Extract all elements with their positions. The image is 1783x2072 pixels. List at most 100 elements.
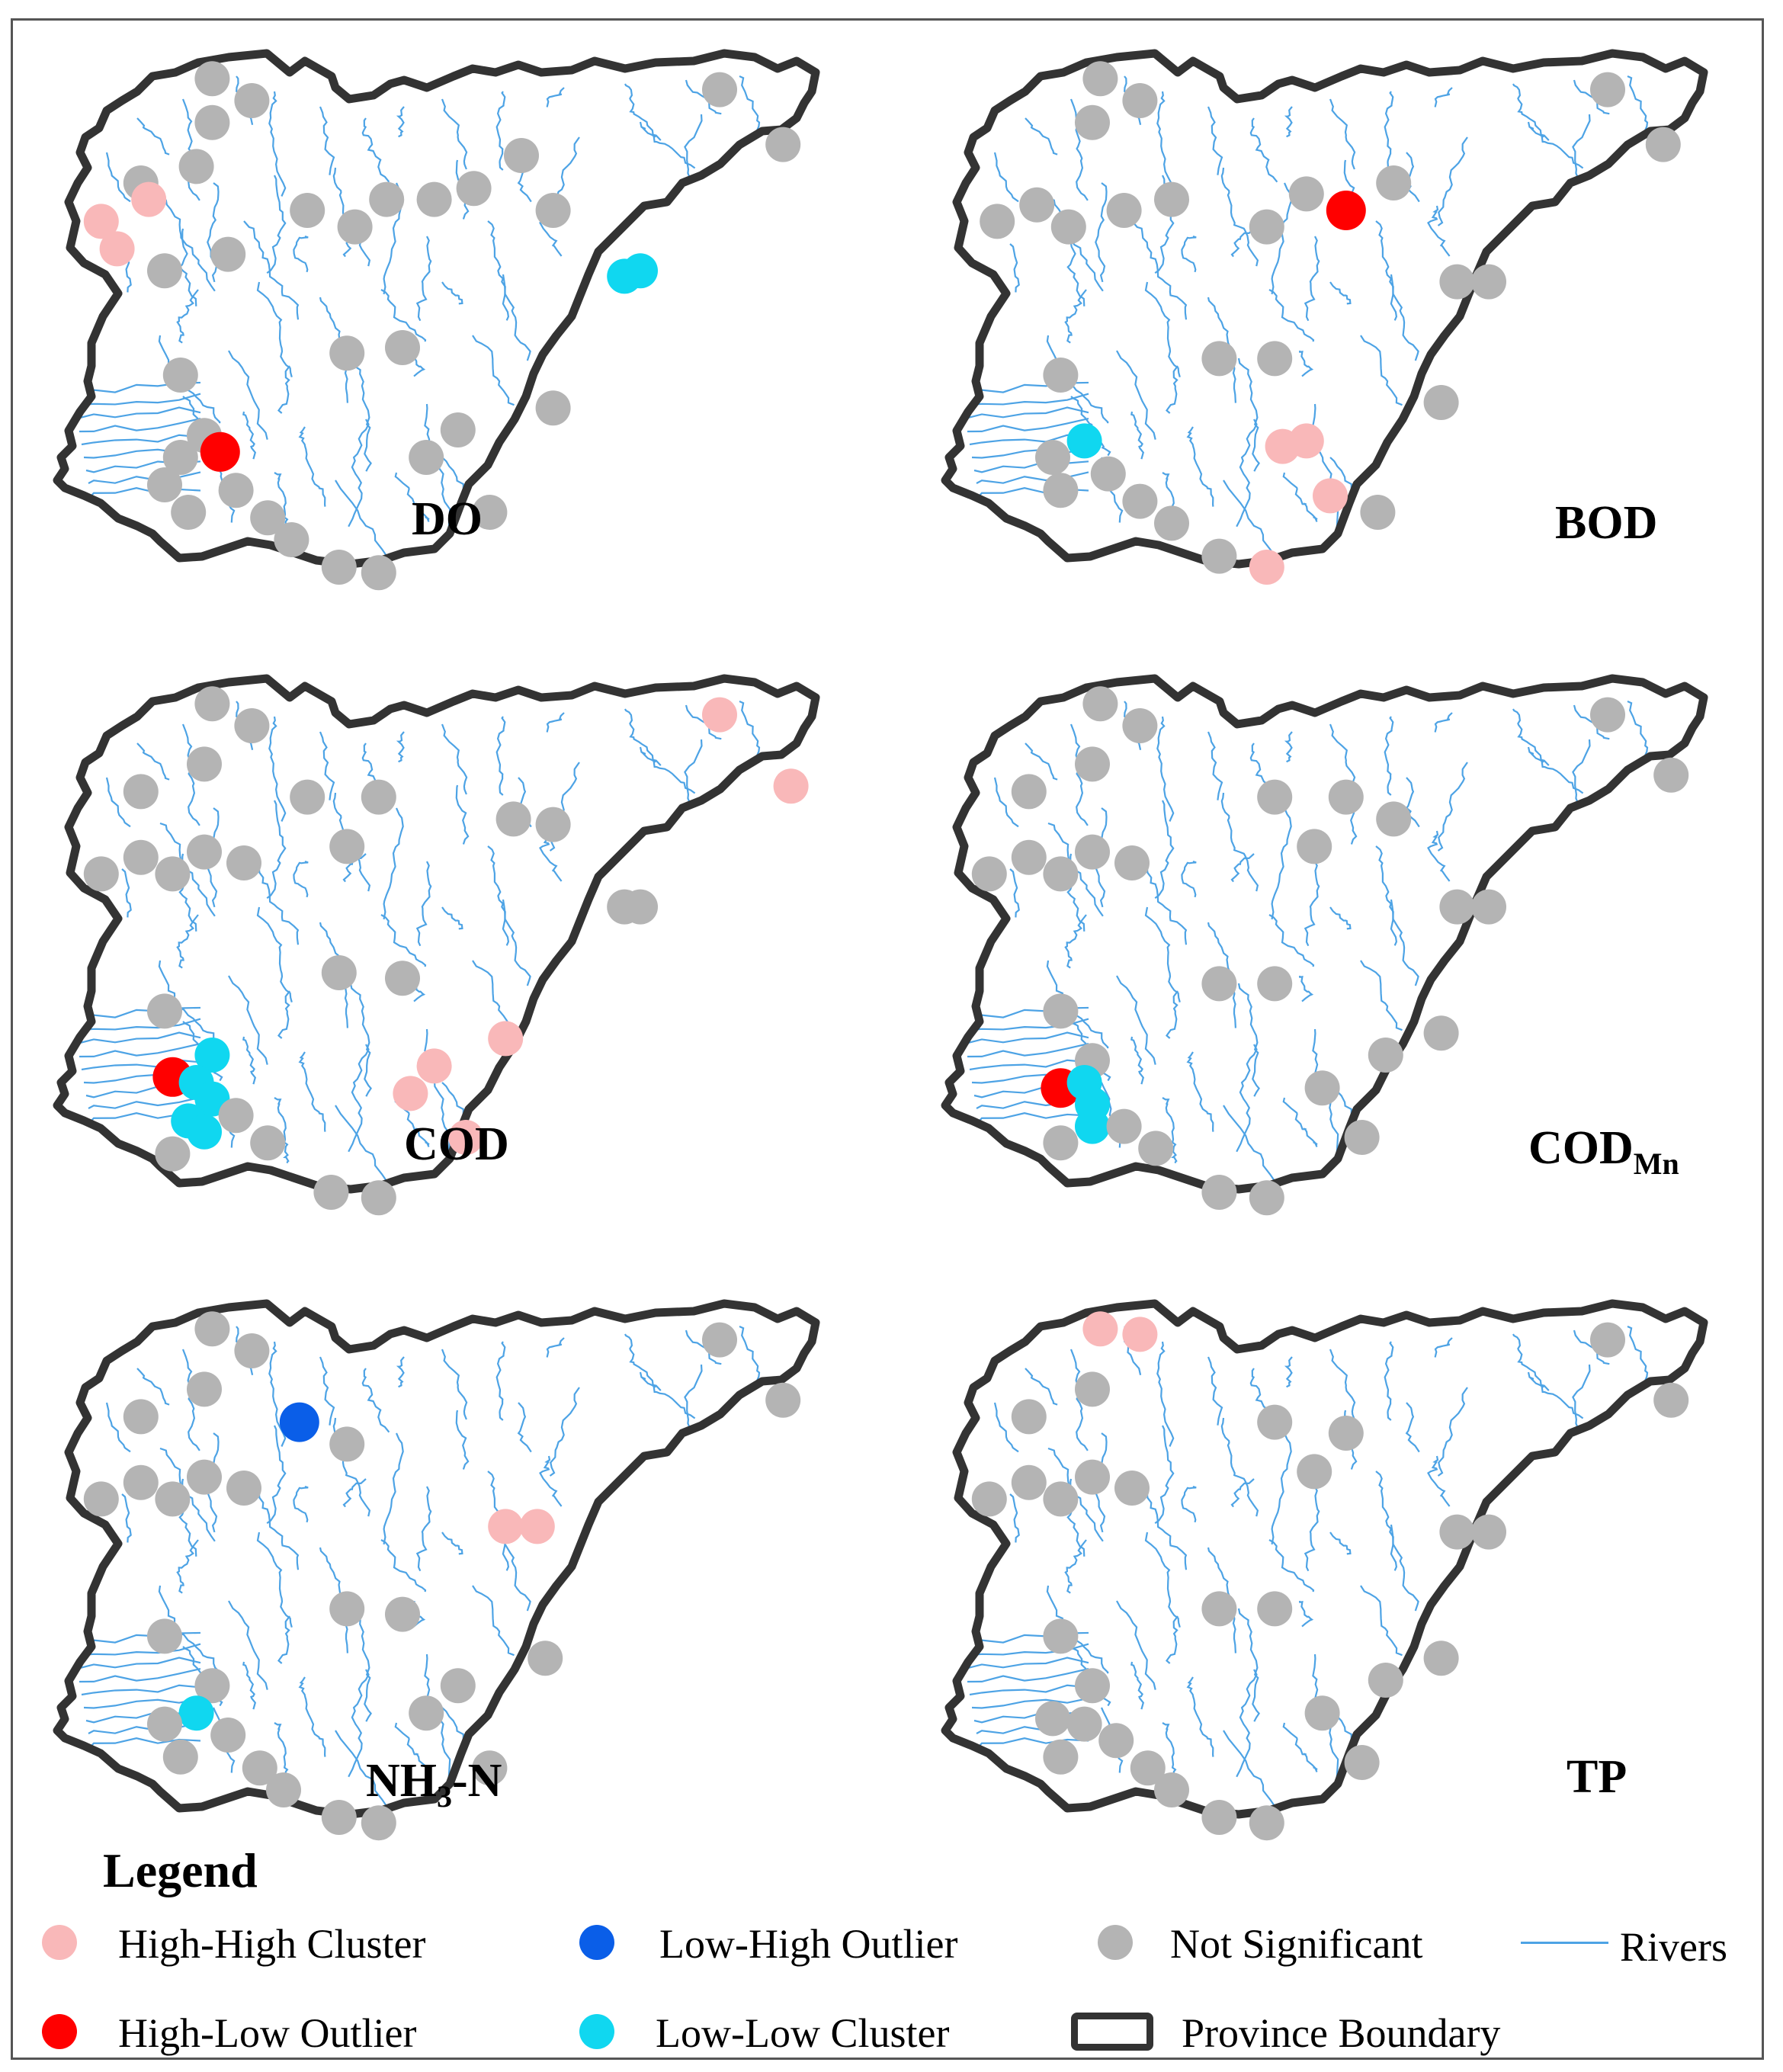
river	[74, 393, 201, 407]
station-point-not-significant	[187, 834, 222, 870]
river	[1166, 990, 1179, 1039]
river	[1162, 1097, 1178, 1164]
river	[293, 1485, 309, 1523]
river	[969, 1059, 1089, 1071]
river	[1384, 1341, 1394, 1421]
river	[546, 1337, 565, 1358]
station-point-not-significant	[329, 335, 365, 371]
river	[1166, 1615, 1179, 1664]
river	[1025, 1368, 1058, 1406]
river	[1282, 1097, 1318, 1147]
river	[136, 117, 170, 156]
station-point-not-significant	[1011, 839, 1047, 875]
station-point-not-significant	[535, 193, 571, 228]
legend-label-boundary: Province Boundary	[1182, 2010, 1501, 2056]
river	[1130, 1661, 1145, 1710]
station-point-not-significant	[361, 1180, 396, 1216]
river	[105, 1402, 131, 1453]
station-point-not-significant	[1201, 341, 1237, 377]
station-point-not-significant	[416, 181, 452, 217]
station-point-not-significant	[187, 1459, 222, 1495]
river	[1236, 1044, 1258, 1153]
river	[1268, 1539, 1315, 1592]
station-point-not-significant	[1075, 746, 1110, 782]
station-point-not-significant	[313, 1175, 349, 1210]
station-point-not-significant	[234, 708, 270, 743]
station-point-not-significant	[1114, 845, 1150, 880]
river	[1271, 1432, 1292, 1545]
river	[176, 289, 199, 344]
station-point-low-low	[623, 253, 658, 289]
river	[348, 1044, 370, 1153]
river	[181, 723, 200, 826]
river	[228, 350, 268, 440]
station-point-high-low	[200, 431, 240, 472]
station-point-not-significant	[194, 104, 230, 140]
station-point-not-significant	[218, 1098, 254, 1134]
station-point-not-significant	[1439, 1514, 1475, 1550]
river	[298, 426, 326, 507]
river	[1064, 1539, 1087, 1594]
station-point-not-significant	[1201, 966, 1237, 1002]
station-point-high-high	[1249, 550, 1284, 585]
station-point-not-significant	[123, 1464, 159, 1500]
river	[1069, 1349, 1089, 1451]
station-point-not-significant	[385, 330, 420, 365]
station-point-not-significant	[1471, 889, 1506, 925]
station-point-not-significant	[83, 856, 119, 892]
river	[105, 152, 131, 203]
river	[298, 1051, 326, 1132]
river	[1384, 716, 1394, 796]
station-point-not-significant	[1297, 1454, 1332, 1490]
station-point-not-significant	[162, 440, 198, 475]
legend-item-high-high: High-High Cluster	[42, 1917, 499, 1971]
river	[121, 868, 132, 918]
river	[319, 731, 335, 800]
river	[1512, 83, 1550, 141]
station-point-not-significant	[147, 253, 182, 289]
river	[441, 906, 463, 930]
station-point-not-significant	[337, 209, 373, 245]
river	[1434, 1337, 1453, 1358]
station-point-not-significant	[234, 83, 270, 118]
station-point-not-significant	[1257, 966, 1293, 1002]
station-point-not-significant	[1590, 72, 1625, 107]
river	[1437, 762, 1468, 852]
river	[517, 1402, 532, 1453]
river	[83, 1697, 201, 1709]
river	[1095, 182, 1108, 283]
river	[1437, 136, 1468, 226]
river	[380, 1539, 427, 1592]
map-svg	[941, 1299, 1708, 1841]
station-point-not-significant	[1376, 801, 1412, 837]
river	[969, 1684, 1089, 1696]
river	[1230, 1478, 1255, 1508]
station-point-not-significant	[329, 1426, 365, 1462]
river	[1237, 1608, 1260, 1722]
river	[1527, 121, 1584, 169]
station-point-not-significant	[535, 390, 571, 426]
station-point-not-significant	[1249, 1180, 1284, 1216]
river	[1249, 117, 1278, 183]
station-point-not-significant	[329, 1591, 365, 1627]
station-point-high-high	[1082, 1311, 1118, 1347]
station-point-not-significant	[1090, 456, 1126, 492]
river	[90, 487, 201, 497]
station-point-not-significant	[162, 1739, 198, 1775]
river	[1181, 1485, 1197, 1523]
river	[993, 1402, 1019, 1453]
river	[268, 1341, 287, 1447]
river	[277, 365, 290, 414]
river	[349, 983, 372, 1097]
station-point-not-significant	[1423, 1015, 1459, 1051]
river	[472, 960, 515, 1031]
river	[973, 460, 1089, 473]
river	[293, 860, 309, 898]
station-point-high-high	[83, 204, 119, 239]
station-point-not-significant	[1050, 209, 1086, 245]
station-point-not-significant	[1257, 341, 1293, 377]
river	[1116, 975, 1156, 1065]
station-point-not-significant	[409, 440, 444, 475]
river	[81, 1684, 201, 1696]
station-point-not-significant	[1249, 1805, 1284, 1841]
